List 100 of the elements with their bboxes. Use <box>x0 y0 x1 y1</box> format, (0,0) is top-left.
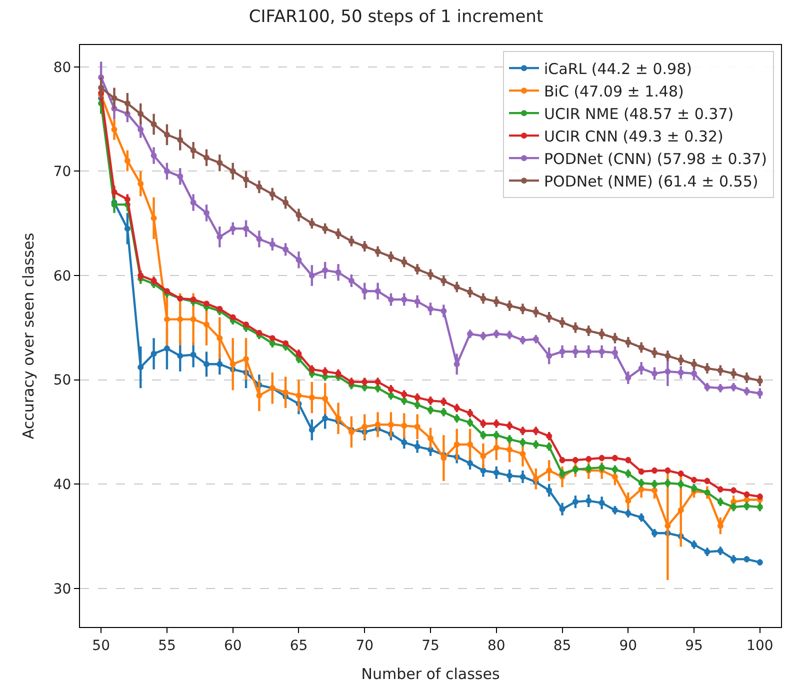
point <box>493 298 500 305</box>
point <box>691 485 698 492</box>
x-tick-label: 80 <box>487 638 506 654</box>
x-tick-label: 55 <box>158 638 176 654</box>
point <box>177 316 184 322</box>
point <box>230 168 236 174</box>
point <box>414 394 420 401</box>
point <box>717 367 724 374</box>
point <box>532 476 539 482</box>
point <box>572 324 578 331</box>
y-tick-label: 30 <box>53 581 72 598</box>
point <box>691 361 698 368</box>
point <box>362 243 368 250</box>
point <box>454 404 460 411</box>
point <box>138 180 144 187</box>
point <box>638 486 644 492</box>
point <box>586 465 592 472</box>
point <box>652 350 658 356</box>
point <box>335 230 342 237</box>
point <box>652 487 658 494</box>
x-tick-label: 70 <box>356 638 374 654</box>
point <box>506 302 513 309</box>
point <box>269 340 276 346</box>
point <box>428 306 434 312</box>
point <box>401 439 408 446</box>
point <box>362 288 368 294</box>
point <box>164 346 170 352</box>
point <box>230 226 236 232</box>
point <box>532 309 539 316</box>
point <box>717 498 724 505</box>
point <box>744 503 750 510</box>
point <box>322 396 328 402</box>
point <box>414 424 420 430</box>
point <box>348 278 354 284</box>
point <box>532 428 539 434</box>
point <box>691 542 698 548</box>
point <box>374 422 381 428</box>
point <box>243 356 250 362</box>
point <box>401 398 408 404</box>
point <box>322 267 328 274</box>
point <box>652 530 658 536</box>
point <box>322 415 328 422</box>
point <box>559 470 566 477</box>
point <box>598 330 605 337</box>
point <box>243 176 250 183</box>
point <box>308 220 315 226</box>
point <box>652 370 658 377</box>
point <box>124 158 130 164</box>
point <box>480 295 486 302</box>
point <box>256 392 262 398</box>
point <box>348 378 354 385</box>
point <box>150 215 157 222</box>
point <box>559 348 566 355</box>
point <box>335 415 342 422</box>
point <box>124 100 130 106</box>
point <box>664 480 671 486</box>
point <box>546 487 552 494</box>
point <box>308 394 315 401</box>
point <box>744 388 750 394</box>
point <box>480 452 486 459</box>
point <box>308 272 315 279</box>
point <box>625 339 632 346</box>
point <box>612 466 618 473</box>
point <box>493 330 500 337</box>
point <box>138 110 144 117</box>
point <box>506 332 513 338</box>
point <box>440 398 447 405</box>
point <box>638 365 644 372</box>
point <box>190 199 196 206</box>
point <box>204 361 210 368</box>
point <box>388 422 394 428</box>
point <box>388 296 394 302</box>
point <box>664 352 671 359</box>
point <box>164 316 170 322</box>
point <box>559 319 566 326</box>
point <box>190 147 196 154</box>
point <box>520 450 526 457</box>
point <box>282 199 289 206</box>
point <box>454 361 460 368</box>
point <box>638 480 644 486</box>
point <box>638 514 644 520</box>
point <box>190 352 196 358</box>
point <box>730 556 737 562</box>
point <box>546 352 552 359</box>
point <box>335 370 342 377</box>
point <box>493 470 500 476</box>
point <box>454 284 460 290</box>
point <box>664 368 671 374</box>
point <box>612 474 618 480</box>
point <box>467 460 474 466</box>
point <box>230 361 236 368</box>
point <box>717 385 724 392</box>
point <box>520 439 526 446</box>
point <box>440 455 447 462</box>
point <box>598 348 605 355</box>
legend-label: UCIR NME (48.57 ± 0.37) <box>544 104 734 123</box>
point <box>164 168 170 174</box>
point <box>625 470 632 477</box>
point <box>625 510 632 516</box>
point <box>532 441 539 448</box>
